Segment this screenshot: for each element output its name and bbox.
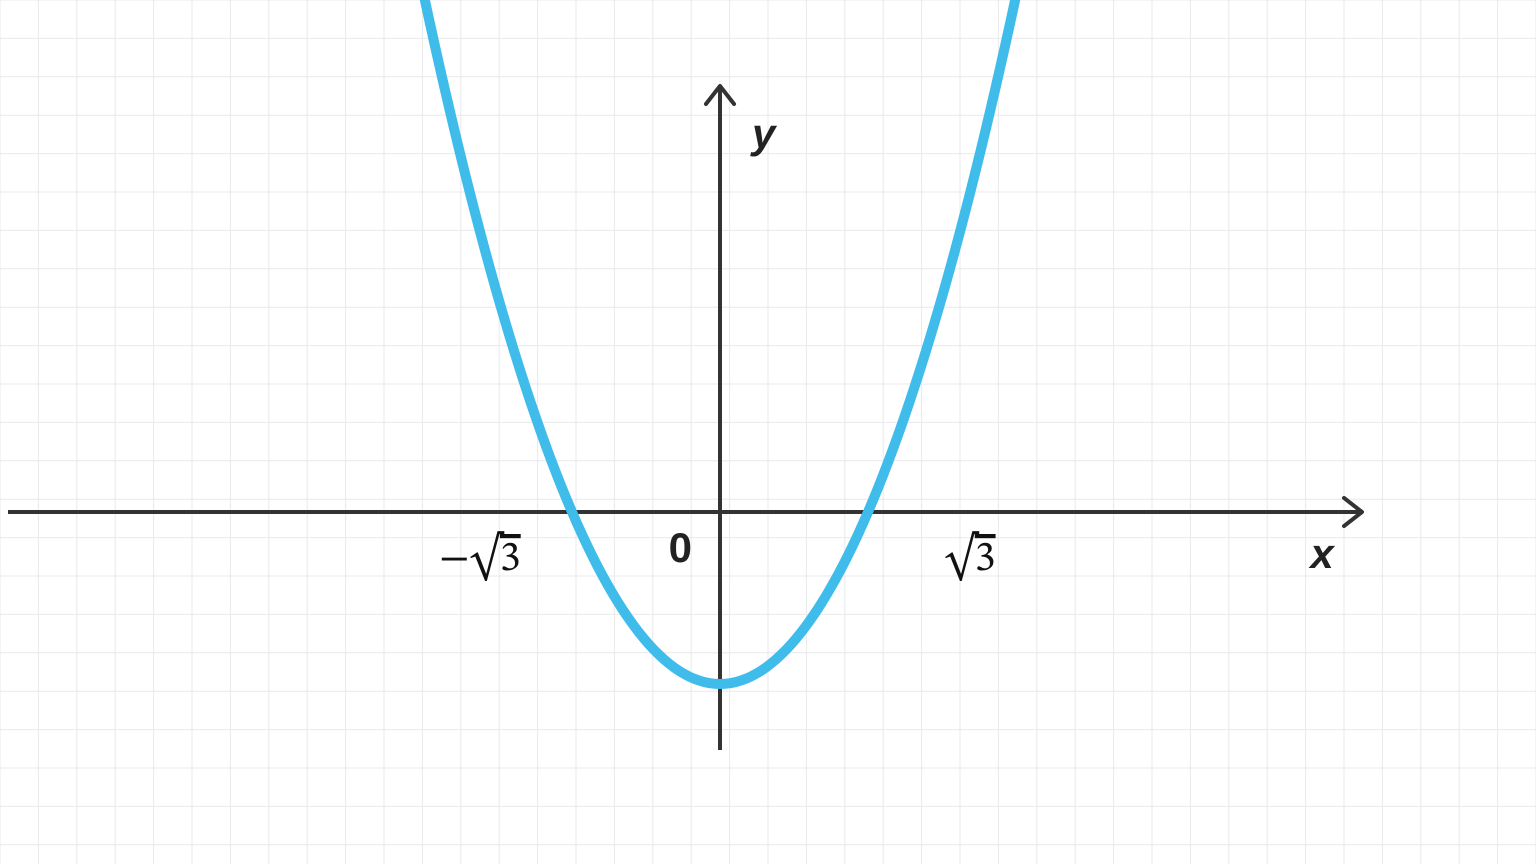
tick-label-pos-sqrt3: √3 [944, 531, 995, 582]
chart-svg: y x 0 −√3 √3 [0, 0, 1536, 864]
chart-stage: y x 0 −√3 √3 [0, 0, 1536, 864]
tick-label-neg-sqrt3: −√3 [439, 531, 520, 582]
y-axis-label: y [750, 110, 778, 157]
origin-label: 0 [669, 524, 692, 571]
tick-label-text-pos-sqrt3: √3 [944, 531, 995, 582]
tick-label-text-neg-sqrt3: −√3 [439, 531, 520, 582]
x-axis-label: x [1308, 530, 1335, 577]
